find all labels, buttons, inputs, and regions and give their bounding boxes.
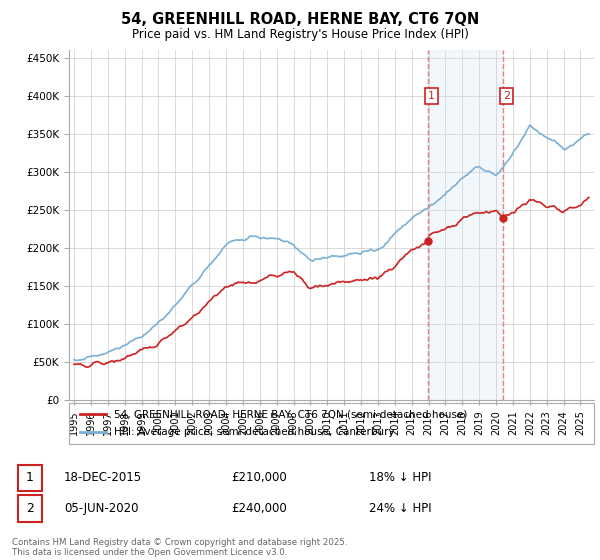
Text: 05-JUN-2020: 05-JUN-2020 — [64, 502, 139, 515]
Text: £210,000: £210,000 — [231, 472, 287, 484]
Text: 1: 1 — [26, 472, 34, 484]
Text: 24% ↓ HPI: 24% ↓ HPI — [369, 502, 432, 515]
Text: HPI: Average price, semi-detached house, Canterbury: HPI: Average price, semi-detached house,… — [113, 427, 394, 437]
Text: 54, GREENHILL ROAD, HERNE BAY, CT6 7QN: 54, GREENHILL ROAD, HERNE BAY, CT6 7QN — [121, 12, 479, 27]
Text: 18-DEC-2015: 18-DEC-2015 — [64, 472, 142, 484]
Text: 2: 2 — [503, 91, 510, 101]
Text: Contains HM Land Registry data © Crown copyright and database right 2025.
This d: Contains HM Land Registry data © Crown c… — [12, 538, 347, 557]
Text: 54, GREENHILL ROAD, HERNE BAY, CT6 7QN (semi-detached house): 54, GREENHILL ROAD, HERNE BAY, CT6 7QN (… — [113, 409, 467, 419]
Text: £240,000: £240,000 — [231, 502, 287, 515]
Text: 18% ↓ HPI: 18% ↓ HPI — [369, 472, 431, 484]
Bar — [428, 50, 503, 400]
Text: 2: 2 — [26, 502, 34, 515]
Text: Price paid vs. HM Land Registry's House Price Index (HPI): Price paid vs. HM Land Registry's House … — [131, 28, 469, 41]
Text: 1: 1 — [428, 91, 435, 101]
